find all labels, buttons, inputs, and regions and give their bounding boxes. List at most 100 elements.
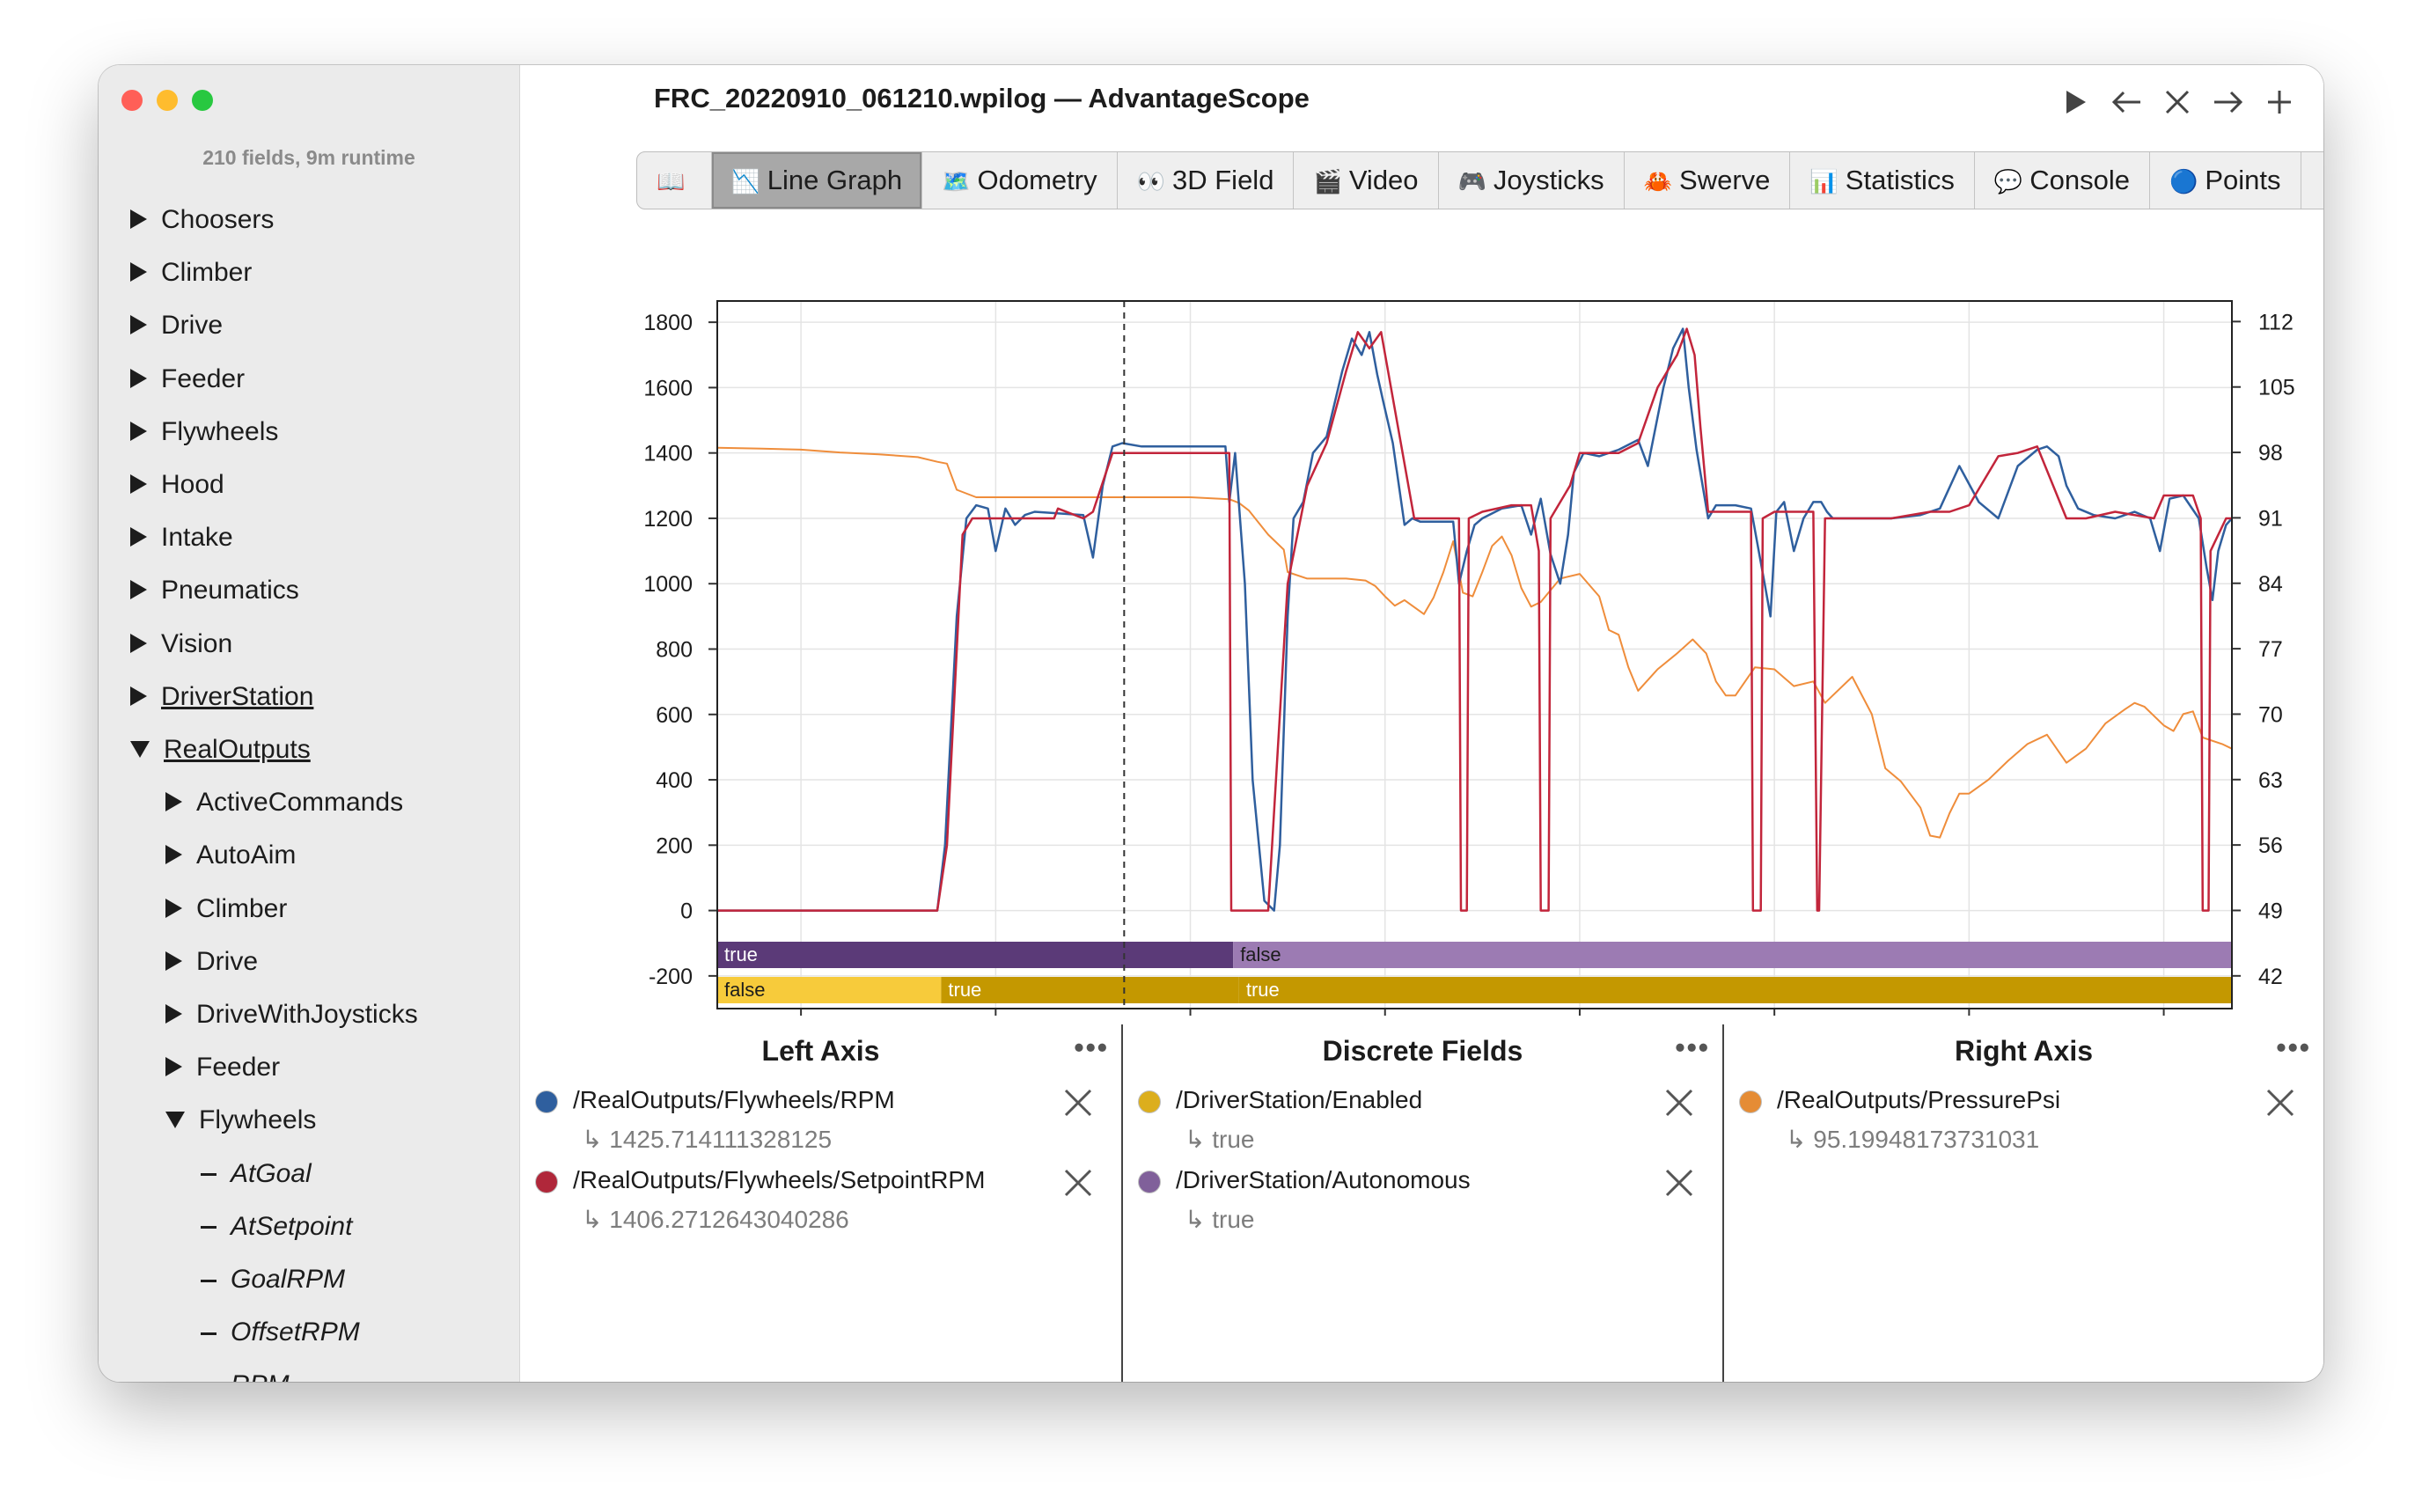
series-color-dot[interactable] <box>536 1171 557 1193</box>
sidebar-item-goalrpm[interactable]: GoalRPM <box>201 1253 345 1306</box>
sidebar-item-offsetrpm[interactable]: OffsetRPM <box>201 1306 360 1359</box>
sidebar-item-atsetpoint[interactable]: AtSetpoint <box>201 1200 352 1253</box>
leaf-dash-icon <box>201 1279 217 1282</box>
tab-icon: 👀 <box>1136 168 1165 195</box>
arrow-right-icon[interactable] <box>2209 83 2248 121</box>
tab-odometry[interactable]: 🗺️ Odometry <box>922 152 1118 209</box>
right-axis-menu-button[interactable]: ••• <box>2276 1031 2311 1063</box>
leaf-dash-icon <box>201 1332 217 1335</box>
disclosure-collapsed-icon[interactable] <box>165 898 182 918</box>
sidebar-item-drive[interactable]: Drive <box>130 299 223 352</box>
sidebar-item-vision[interactable]: Vision <box>130 618 232 671</box>
remove-field-close-icon[interactable] <box>2264 1086 2297 1119</box>
sidebar-item-autoaim[interactable]: AutoAim <box>165 829 296 882</box>
field-name: /RealOutputs/Flywheels/RPM <box>573 1086 895 1113</box>
sidebar-item-hood[interactable]: Hood <box>130 459 224 511</box>
remove-field-close-icon[interactable] <box>1662 1086 1696 1119</box>
sidebar-item-pneumatics[interactable]: Pneumatics <box>130 564 299 617</box>
left-axis-menu-button[interactable]: ••• <box>1074 1031 1109 1063</box>
sidebar-item-drivewithjoysticks[interactable]: DriveWithJoysticks <box>165 988 418 1041</box>
tab-icon-10[interactable]: 📄 <box>2301 152 2324 209</box>
tab-3d-field[interactable]: 👀 3D Field <box>1118 152 1295 209</box>
disclosure-collapsed-icon[interactable] <box>130 686 147 706</box>
tab-label: Joysticks <box>1493 165 1604 195</box>
sidebar-item-driverstation[interactable]: DriverStation <box>130 671 313 723</box>
tab-points[interactable]: 🔵 Points <box>2150 152 2301 209</box>
sidebar-item-label: RPM <box>231 1370 290 1382</box>
sidebar-item-feeder[interactable]: Feeder <box>165 1041 280 1094</box>
tab-swerve[interactable]: 🦀 Swerve <box>1625 152 1791 209</box>
sidebar-item-choosers[interactable]: Choosers <box>130 194 274 246</box>
disclosure-collapsed-icon[interactable] <box>130 580 147 600</box>
discrete-segment <box>717 977 942 1003</box>
tab-label: Swerve <box>1679 165 1771 195</box>
tab-label: Console <box>2029 165 2130 195</box>
series-color-dot[interactable] <box>536 1091 557 1112</box>
left-tick-label: 400 <box>656 768 693 793</box>
disclosure-collapsed-icon[interactable] <box>130 421 147 441</box>
sidebar-item-drive[interactable]: Drive <box>165 936 258 988</box>
sidebar-item-activecommands[interactable]: ActiveCommands <box>165 776 403 829</box>
zoom-window-button[interactable] <box>192 90 213 111</box>
remove-field-close-icon[interactable] <box>1061 1166 1095 1200</box>
disclosure-collapsed-icon[interactable] <box>130 474 147 495</box>
tab-icon: 💬 <box>1993 168 2023 195</box>
tab-console[interactable]: 💬 Console <box>1975 152 2150 209</box>
sidebar-item-climber[interactable]: Climber <box>165 883 287 936</box>
sidebar-item-intake[interactable]: Intake <box>130 511 233 564</box>
sidebar-item-rpm[interactable]: RPM <box>201 1359 290 1382</box>
legend-field[interactable]: /RealOutputs/Flywheels/SetpointRPM ↳ 1406… <box>536 1166 1121 1245</box>
tab-icon-0[interactable]: 📖 <box>637 152 713 209</box>
sidebar-item-flywheels[interactable]: Flywheels <box>130 406 278 459</box>
disclosure-collapsed-icon[interactable] <box>130 262 147 283</box>
discrete-fields-menu-button[interactable]: ••• <box>1675 1031 1710 1063</box>
line-graph[interactable]: -200 0 200 400 600 800 1000 1200 1400 1600 1800 42 4… <box>520 224 2323 1016</box>
remove-field-close-icon[interactable] <box>1662 1166 1696 1200</box>
play-icon[interactable] <box>2056 83 2095 121</box>
arrow-left-icon[interactable] <box>2107 83 2146 121</box>
sidebar-item-atgoal[interactable]: AtGoal <box>201 1148 312 1200</box>
tab-line-graph[interactable]: 📉 Line Graph <box>712 152 923 209</box>
tab-joysticks[interactable]: 🎮 Joysticks <box>1439 152 1625 209</box>
series-color-dot[interactable] <box>1139 1171 1160 1193</box>
disclosure-collapsed-icon[interactable] <box>130 209 147 230</box>
legend-field[interactable]: /DriverStation/Enabled ↳ true <box>1139 1086 1722 1165</box>
minimize-window-button[interactable] <box>157 90 178 111</box>
disclosure-collapsed-icon[interactable] <box>165 792 182 812</box>
tab-statistics[interactable]: 📊 Statistics <box>1790 152 1975 209</box>
disclosure-collapsed-icon[interactable] <box>130 527 147 547</box>
sidebar-item-climber[interactable]: Climber <box>130 246 252 299</box>
series-color-dot[interactable] <box>1139 1091 1160 1112</box>
discrete-segment <box>941 977 1239 1003</box>
sidebar: 210 fields, 9m runtime Choosers Climber Dr… <box>99 65 520 1382</box>
legend-field[interactable]: /RealOutputs/Flywheels/RPM ↳ 1425.7141113… <box>536 1086 1121 1165</box>
close-icon[interactable] <box>2158 83 2197 121</box>
remove-field-close-icon[interactable] <box>1061 1086 1095 1119</box>
disclosure-collapsed-icon[interactable] <box>165 845 182 865</box>
disclosure-collapsed-icon[interactable] <box>165 1004 182 1024</box>
sidebar-item-label: Pneumatics <box>161 576 299 606</box>
disclosure-collapsed-icon[interactable] <box>165 951 182 971</box>
disclosure-collapsed-icon[interactable] <box>130 315 147 335</box>
disclosure-collapsed-icon[interactable] <box>165 1057 182 1077</box>
disclosure-expanded-icon[interactable] <box>165 1111 185 1128</box>
right-tick-label: 70 <box>2258 702 2283 727</box>
panel-divider <box>1121 1024 1123 1382</box>
legend-field[interactable]: /RealOutputs/PressurePsi ↳ 95.19948173731… <box>1740 1086 2323 1165</box>
sidebar-item-flywheels[interactable]: Flywheels <box>165 1094 316 1147</box>
discrete-segment-label: true <box>948 979 981 1001</box>
legend-field[interactable]: /DriverStation/Autonomous ↳ true <box>1139 1166 1722 1245</box>
close-window-button[interactable] <box>121 90 143 111</box>
sidebar-item-realoutputs[interactable]: RealOutputs <box>130 723 311 776</box>
plus-icon[interactable] <box>2260 83 2299 121</box>
right-tick-label: 91 <box>2258 506 2283 531</box>
series-color-dot[interactable] <box>1740 1091 1761 1112</box>
right-tick-label: 84 <box>2258 572 2283 597</box>
plot-area[interactable] <box>717 301 2232 1009</box>
disclosure-expanded-icon[interactable] <box>130 740 150 758</box>
sidebar-item-feeder[interactable]: Feeder <box>130 353 245 406</box>
disclosure-collapsed-icon[interactable] <box>130 368 147 388</box>
right-tick-label: 98 <box>2258 441 2283 466</box>
tab-video[interactable]: 🎬 Video <box>1294 152 1439 209</box>
disclosure-collapsed-icon[interactable] <box>130 633 147 653</box>
